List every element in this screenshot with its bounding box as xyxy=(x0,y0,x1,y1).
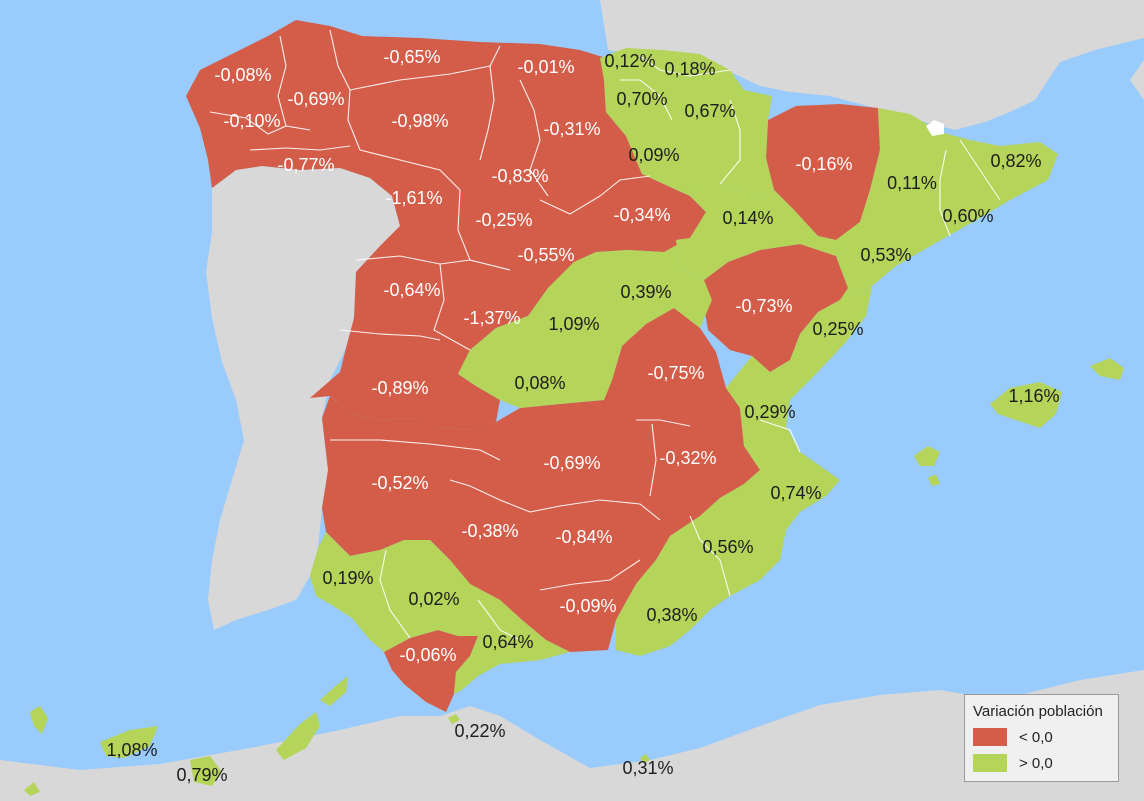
value-label: -0,32% xyxy=(659,448,716,468)
value-label: -0,52% xyxy=(371,473,428,493)
island-mallorca xyxy=(990,382,1062,428)
legend-swatch-positive xyxy=(973,754,1007,772)
france-land xyxy=(600,0,1144,130)
value-label: -0,98% xyxy=(391,111,448,131)
value-label: -0,84% xyxy=(555,527,612,547)
value-label: -0,75% xyxy=(647,363,704,383)
province-boundaries xyxy=(209,29,1001,641)
value-label: 0,79% xyxy=(176,765,227,785)
region-positive-valencia-murcia xyxy=(616,286,872,656)
value-label: -1,61% xyxy=(385,188,442,208)
value-label: 0,31% xyxy=(622,758,673,778)
value-label: 1,09% xyxy=(548,314,599,334)
value-label: 0,56% xyxy=(702,537,753,557)
region-positive-zaragoza xyxy=(676,184,848,280)
value-label: -0,01% xyxy=(517,57,574,77)
andorra xyxy=(926,120,944,136)
value-label: -0,64% xyxy=(383,280,440,300)
region-negative-cadiz xyxy=(384,630,478,712)
value-label: -0,89% xyxy=(371,378,428,398)
value-label: 0,25% xyxy=(812,319,863,339)
value-label: -0,06% xyxy=(399,645,456,665)
portugal-land xyxy=(206,166,400,630)
value-label: 1,08% xyxy=(106,740,157,760)
value-label: -0,25% xyxy=(475,210,532,230)
region-positive-basque-navarra-rioja xyxy=(600,48,774,196)
north-africa-land xyxy=(0,670,1144,801)
value-label: -0,38% xyxy=(461,521,518,541)
value-label: -0,83% xyxy=(491,166,548,186)
value-label: 0,67% xyxy=(684,101,735,121)
value-label: 0,39% xyxy=(620,282,671,302)
legend-item-negative: < 0,0 xyxy=(973,727,1053,747)
value-label: 0,82% xyxy=(990,151,1041,171)
value-label: -0,08% xyxy=(214,65,271,85)
island-lanzarote xyxy=(320,676,348,706)
legend-label-negative: < 0,0 xyxy=(1019,728,1053,746)
value-label: 0,02% xyxy=(408,589,459,609)
value-label: -0,65% xyxy=(383,47,440,67)
value-label: 0,53% xyxy=(860,245,911,265)
value-label: 0,60% xyxy=(942,206,993,226)
value-label: 0,19% xyxy=(322,568,373,588)
region-negative-south-central xyxy=(322,308,760,652)
value-label: 0,08% xyxy=(514,373,565,393)
legend-swatch-negative xyxy=(973,728,1007,746)
value-label: -0,69% xyxy=(543,453,600,473)
region-positive-catalonia xyxy=(836,108,1058,294)
value-label: 0,38% xyxy=(646,605,697,625)
legend-item-positive: > 0,0 xyxy=(973,753,1053,773)
region-positive-madrid-guadalajara xyxy=(458,238,712,408)
value-label: 0,70% xyxy=(616,89,667,109)
value-label: 0,14% xyxy=(722,208,773,228)
island-menorca xyxy=(1090,358,1124,380)
value-label: 0,09% xyxy=(628,145,679,165)
value-label: -1,37% xyxy=(463,308,520,328)
value-label: -0,69% xyxy=(287,89,344,109)
value-label: 0,11% xyxy=(887,173,937,193)
value-label: -0,31% xyxy=(543,119,600,139)
value-label: 0,29% xyxy=(744,402,795,422)
island-el-hierro xyxy=(24,782,40,796)
legend-label-positive: > 0,0 xyxy=(1019,754,1053,772)
value-label: -0,16% xyxy=(795,154,852,174)
region-negative-teruel xyxy=(704,244,848,372)
value-label: 0,18% xyxy=(664,59,715,79)
value-label: -0,55% xyxy=(517,245,574,265)
value-label: -0,09% xyxy=(559,596,616,616)
island-ibiza xyxy=(914,446,940,466)
corsica-land xyxy=(1130,60,1144,100)
value-label: -0,34% xyxy=(613,205,670,225)
value-label: -0,77% xyxy=(277,155,334,175)
value-label: -0,10% xyxy=(223,111,280,131)
value-label: 0,22% xyxy=(454,721,505,741)
value-label: 0,12% xyxy=(604,51,655,71)
island-tenerife xyxy=(100,726,158,758)
region-positive-western-andalusia xyxy=(310,532,570,694)
legend: Variación población < 0,0 > 0,0 xyxy=(964,694,1119,782)
legend-title: Variación población xyxy=(973,703,1103,720)
value-label: 0,74% xyxy=(770,483,821,503)
value-label: 1,16% xyxy=(1008,386,1059,406)
island-gran-canaria xyxy=(190,756,222,786)
value-labels: -0,08% -0,69% -0,10% -0,77% -0,65% -0,01% 0,12… xyxy=(106,47,1059,785)
island-la-palma xyxy=(30,706,48,734)
ceuta xyxy=(448,714,460,724)
melilla xyxy=(640,754,650,763)
region-negative-northwest xyxy=(186,20,706,430)
value-label: 0,64% xyxy=(482,632,533,652)
island-formentera xyxy=(928,474,940,486)
region-negative-huesca xyxy=(766,104,880,240)
value-label: -0,73% xyxy=(735,296,792,316)
island-fuerteventura xyxy=(276,712,320,760)
